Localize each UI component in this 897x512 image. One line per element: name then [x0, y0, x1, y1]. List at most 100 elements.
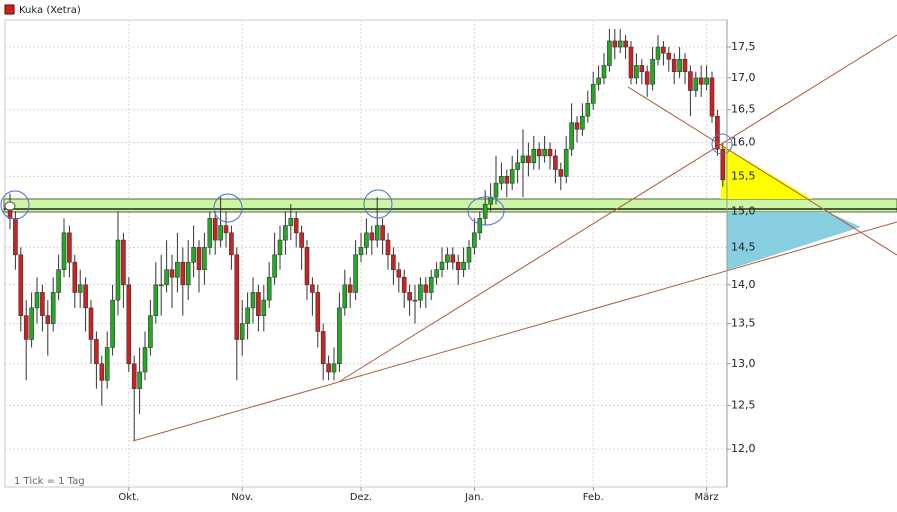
candle-body	[196, 247, 202, 270]
y-tick-label: 17,0	[731, 71, 756, 84]
candle-body	[401, 276, 407, 293]
candle-body	[337, 307, 342, 365]
candle-body	[677, 58, 682, 72]
candle-body	[499, 176, 504, 184]
candle-body	[185, 261, 191, 286]
candle-body	[320, 331, 326, 365]
candle-body	[385, 239, 391, 256]
candle-body	[56, 269, 61, 293]
candle-body	[439, 261, 445, 270]
candle-body	[536, 148, 542, 157]
candle-body	[428, 276, 434, 293]
candle-body	[542, 148, 547, 157]
candle-body	[391, 254, 396, 270]
candle-body	[358, 247, 364, 256]
candle-body	[277, 239, 283, 256]
candle-body	[164, 269, 169, 286]
marker-circle	[0, 190, 30, 220]
y-tick-label: 12,0	[731, 442, 756, 455]
candle-body	[29, 307, 34, 340]
trend-line	[627, 86, 897, 256]
candle-body	[104, 347, 110, 381]
candle-body	[628, 46, 634, 79]
candle-body	[709, 77, 715, 117]
candle-body	[45, 315, 51, 324]
candle-body	[94, 339, 99, 365]
candle-body	[40, 292, 45, 316]
candle-body	[148, 315, 153, 348]
candle-body	[601, 65, 607, 79]
candle-body	[682, 58, 688, 72]
trend-line	[339, 34, 897, 382]
candle-body	[661, 46, 666, 54]
marker-circle	[711, 133, 733, 155]
annotation: 1 Tick = 1 Tag	[14, 476, 85, 487]
candle-body	[418, 284, 423, 301]
legend-label: Kuka (Xetra)	[19, 5, 81, 16]
candle-body	[585, 103, 591, 117]
candle-body	[374, 225, 380, 241]
candle-body	[520, 155, 526, 163]
y-tick-label: 14,0	[731, 278, 756, 291]
candle-body	[455, 261, 461, 270]
candle-body	[634, 65, 639, 79]
candle-body	[283, 225, 288, 241]
candle-body	[326, 363, 331, 373]
candle-body	[272, 254, 277, 278]
y-tick-label: 13,0	[731, 357, 756, 370]
candle-body	[158, 284, 164, 287]
candle-body	[558, 169, 564, 177]
candle-body	[569, 122, 574, 150]
candle-body	[623, 40, 628, 48]
candles	[7, 28, 726, 441]
x-tick-label: Dez.	[350, 492, 372, 503]
candle-body	[304, 247, 310, 286]
candle-body	[688, 71, 693, 91]
blue-zone	[727, 212, 861, 270]
candle-body	[153, 284, 159, 316]
legend-swatch	[4, 4, 15, 15]
candle-body	[472, 232, 477, 248]
candle-body	[380, 225, 385, 241]
marker-dot	[4, 201, 16, 211]
marker-circle	[213, 193, 243, 223]
candle-body	[650, 58, 655, 85]
candle-body	[256, 292, 261, 316]
x-tick-label: Nov.	[231, 492, 253, 503]
candle-body	[126, 284, 132, 365]
candle-body	[229, 232, 234, 256]
candle-body	[450, 254, 456, 263]
candle-body	[639, 65, 645, 72]
candle-body	[590, 83, 596, 104]
candle-body	[83, 284, 88, 309]
candle-body	[693, 77, 699, 91]
x-tick-label: Okt.	[118, 492, 139, 503]
candle-body	[596, 77, 601, 85]
candle-body	[396, 269, 402, 278]
candle-body	[288, 218, 294, 226]
candle-body	[704, 77, 709, 85]
candle-body	[34, 292, 40, 309]
y-tick-label: 15,5	[731, 169, 756, 182]
candle-body	[61, 232, 67, 270]
candle-body	[72, 261, 78, 293]
candle-body	[142, 347, 148, 373]
candle-body	[131, 363, 137, 389]
candle-body	[493, 182, 499, 198]
candle-body	[239, 323, 245, 340]
x-tick-label: Jan.	[464, 492, 484, 503]
candle-body	[644, 71, 650, 85]
y-tick-label: 13,5	[731, 317, 756, 330]
candle-body	[202, 247, 207, 270]
x-tick-label: Feb.	[583, 492, 604, 503]
candle-body	[412, 299, 418, 302]
candle-body	[175, 261, 180, 278]
y-tick-label: 15,0	[731, 204, 756, 217]
candle-body	[671, 58, 677, 72]
candle-body	[515, 162, 520, 170]
candle-body	[121, 239, 126, 286]
candle-body	[13, 218, 18, 256]
candle-body	[223, 225, 229, 234]
yellow-zone	[721, 145, 812, 199]
